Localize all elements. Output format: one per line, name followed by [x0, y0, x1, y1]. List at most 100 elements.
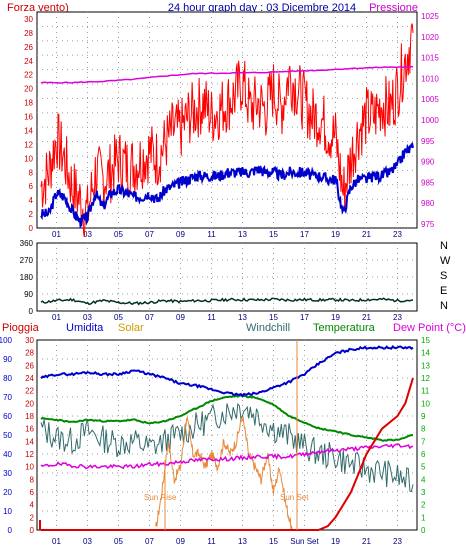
p1-right-ytick-8: 1015 [421, 54, 439, 63]
p3-umidita-ytick-4: 40 [3, 450, 12, 459]
p1-xtick-2: 05 [114, 230, 123, 239]
p3-xtick-2: 05 [114, 537, 123, 546]
p3-pioggia-ytick-15: 30 [25, 336, 34, 345]
p1-left-ytick-15: 30 [24, 15, 33, 24]
p3-pioggia-ytick-0: 0 [30, 526, 35, 535]
panel-wind-direction-series [40, 297, 414, 306]
p2-xtick-2: 05 [114, 313, 123, 322]
p2-left-ytick-3: 270 [20, 256, 34, 265]
p3-xtick-10: 21 [362, 537, 371, 546]
p3-right-ytick-12: 12 [421, 374, 430, 383]
legend-pioggia: Pioggia [2, 322, 40, 334]
p3-pioggia-ytick-9: 18 [25, 412, 34, 421]
p1-left-ytick-7: 14 [24, 126, 33, 135]
legend-dew-point: Dew Point (°C) [393, 322, 466, 334]
p1-right-ytick-5: 1000 [421, 116, 439, 125]
p1-left-ytick-1: 2 [29, 210, 34, 219]
p3-xtick-11: 23 [393, 537, 402, 546]
rain-line [41, 377, 414, 531]
p2-xtick-10: 21 [362, 313, 371, 322]
p3-pioggia-ytick-12: 24 [25, 374, 34, 383]
p3-right-ytick-1: 1 [421, 513, 426, 522]
p3-right-ytick-14: 14 [421, 349, 430, 358]
p2-xtick-8: 17 [300, 313, 309, 322]
wind-avg-line [40, 142, 414, 229]
p3-pioggia-ytick-1: 2 [30, 513, 35, 522]
panel-weather-axes: 0102030405060708090100024681012141618202… [0, 336, 430, 535]
p3-umidita-ytick-0: 0 [8, 526, 13, 535]
solar-line [155, 416, 293, 531]
p3-umidita-ytick-3: 30 [3, 469, 12, 478]
p2-xtick-4: 09 [176, 313, 185, 322]
panel-weather-series [39, 345, 414, 531]
p2-xtick-3: 07 [145, 313, 154, 322]
p1-xtick-9: 19 [331, 230, 340, 239]
legend-windchill: Windchill [246, 322, 290, 334]
p1-left-ytick-2: 4 [29, 196, 34, 205]
p3-right-ytick-5: 5 [421, 463, 426, 472]
p3-umidita-ytick-7: 70 [3, 393, 12, 402]
compass-label-w: W [440, 255, 451, 267]
compass-label-n-bottom: N [440, 300, 448, 312]
p3-umidita-ytick-8: 80 [3, 374, 12, 383]
p1-right-ytick-4: 995 [421, 137, 435, 146]
compass-label-s: S [440, 270, 447, 282]
sun-rise-label: Sun Rise [144, 493, 177, 502]
p3-umidita-ytick-6: 60 [3, 412, 12, 421]
p3-right-ytick-2: 2 [421, 501, 426, 510]
p1-left-ytick-14: 28 [24, 29, 33, 38]
p1-left-ytick-3: 6 [29, 182, 34, 191]
p1-left-ytick-0: 0 [29, 224, 34, 233]
p3-right-ytick-8: 8 [421, 425, 426, 434]
p3-xtick-9: 19 [331, 537, 340, 546]
p1-left-ytick-4: 8 [29, 168, 34, 177]
p3-umidita-ytick-10: 100 [0, 336, 13, 345]
p1-xtick-10: 21 [362, 230, 371, 239]
legend-umidita: Umidita [66, 322, 104, 334]
p2-xtick-7: 15 [269, 313, 278, 322]
p1-right-ytick-9: 1020 [421, 33, 439, 42]
windchill-line [40, 402, 414, 493]
pressure-line [40, 65, 414, 84]
p1-right-ytick-0: 975 [421, 220, 435, 229]
p1-left-ytick-6: 12 [24, 140, 33, 149]
p3-pioggia-ytick-11: 22 [25, 387, 34, 396]
panel-wind-pressure-axes: 0246810121416182022242628309759809859909… [24, 12, 439, 233]
p1-right-ytick-7: 1010 [421, 74, 439, 83]
panel-wind-pressure-series [40, 23, 414, 237]
p3-pioggia-ytick-6: 12 [25, 450, 34, 459]
p1-left-ytick-10: 20 [24, 85, 33, 94]
right-axis-title-pressure: Pressione [369, 2, 418, 14]
p3-right-ytick-0: 0 [421, 526, 426, 535]
p1-left-ytick-8: 16 [24, 113, 33, 122]
p3-pioggia-ytick-14: 28 [25, 349, 34, 358]
temperature-line [40, 394, 414, 442]
p2-left-ytick-0: 0 [29, 307, 34, 316]
p3-umidita-ytick-9: 90 [3, 355, 12, 364]
p3-pioggia-ytick-8: 16 [25, 425, 34, 434]
panel-wind-pressure-grid: 01 03 05 07 09 11 13 15 17 19 21 23 [37, 12, 417, 239]
panel-weather-grid: 01 03 05 07 09 11 13 15 Sun Set 19 21 23 [37, 340, 417, 546]
p2-xtick-5: 11 [207, 313, 216, 322]
p3-umidita-ytick-1: 10 [3, 507, 12, 516]
p1-xtick-8: 17 [300, 230, 309, 239]
p1-xtick-6: 13 [238, 230, 247, 239]
p2-left-ytick-2: 180 [20, 273, 34, 282]
p1-xtick-7: 15 [269, 230, 278, 239]
p3-pioggia-ytick-13: 26 [25, 361, 34, 370]
p2-left-ytick-4: 360 [20, 239, 34, 248]
p2-xtick-6: 13 [238, 313, 247, 322]
panel-wind-direction-axes: 0 90 180 270 360 [20, 239, 34, 316]
p3-xtick-5: 11 [207, 537, 216, 546]
p1-right-ytick-3: 990 [421, 158, 435, 167]
p3-xtick-8: Sun Set [290, 537, 319, 546]
p3-pioggia-ytick-10: 20 [25, 399, 34, 408]
legend-solar: Solar [118, 322, 144, 334]
p3-xtick-1: 03 [83, 537, 92, 546]
p1-xtick-5: 11 [207, 230, 216, 239]
p3-right-ytick-11: 11 [421, 387, 430, 396]
p2-xtick-9: 19 [331, 313, 340, 322]
p1-right-ytick-1: 980 [421, 199, 435, 208]
p3-right-ytick-3: 3 [421, 488, 426, 497]
